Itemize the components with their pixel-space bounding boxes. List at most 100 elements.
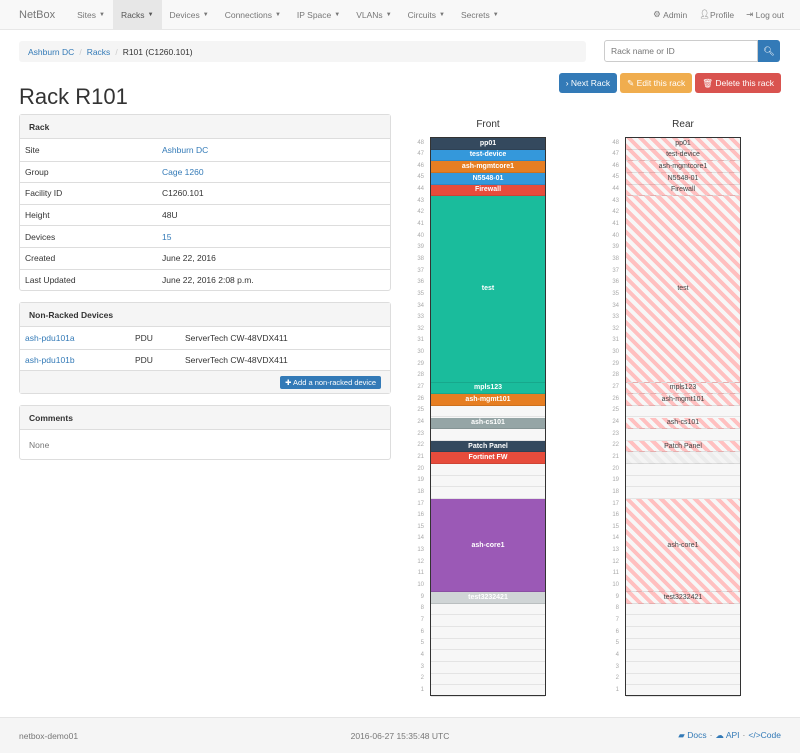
rack-device[interactable]: ash-core1 bbox=[431, 499, 545, 593]
rack-device[interactable]: test3232421 bbox=[431, 592, 545, 604]
rack-device[interactable]: ash-core1 bbox=[626, 499, 740, 593]
rack-unit-slot[interactable] bbox=[626, 429, 740, 441]
rack-unit-slot[interactable] bbox=[431, 674, 545, 686]
rack-unit-slot[interactable] bbox=[431, 429, 545, 441]
rack-device[interactable]: Fortinet FW bbox=[431, 452, 545, 465]
rack-device[interactable]: ash-cs101 bbox=[431, 417, 545, 430]
rack-device[interactable]: ash-mgmt101 bbox=[431, 394, 545, 406]
rack-device[interactable]: Patch Panel bbox=[626, 440, 740, 453]
attr-value[interactable]: 15 bbox=[162, 231, 172, 242]
rack-device[interactable]: ash-cs101 bbox=[626, 417, 740, 430]
rack-unit-slot[interactable] bbox=[626, 476, 740, 488]
profile-link[interactable]: 👤︎ Profile bbox=[693, 0, 740, 29]
api-link[interactable]: ☁ API bbox=[715, 730, 739, 741]
device-link[interactable]: ash-pdu101b bbox=[25, 354, 75, 365]
rack-unit-slot[interactable] bbox=[626, 627, 740, 639]
rack-unit-slot[interactable] bbox=[431, 487, 545, 500]
rack-device[interactable]: test bbox=[626, 196, 740, 383]
rack-unit-slot[interactable] bbox=[626, 650, 740, 663]
rack-unit-slot[interactable] bbox=[626, 406, 740, 418]
rack-device[interactable]: test-device bbox=[626, 149, 740, 162]
rack-unit-slot[interactable] bbox=[626, 604, 740, 616]
nav-devices[interactable]: Devices ▼ bbox=[162, 0, 217, 29]
nav-circuits[interactable]: Circuits ▼ bbox=[400, 0, 453, 29]
code-link[interactable]: </>Code bbox=[748, 730, 781, 741]
docs-link[interactable]: ▰ Docs bbox=[678, 730, 706, 741]
rack-device[interactable]: test3232421 bbox=[626, 592, 740, 604]
attr-value: June 22, 2016 bbox=[162, 253, 216, 264]
nav-connections[interactable]: Connections ▼ bbox=[217, 0, 289, 29]
non-racked-row: ash-pdu101b PDU ServerTech CW-48VDX411 bbox=[20, 348, 390, 371]
rack-unit-slot[interactable] bbox=[431, 650, 545, 663]
edit-rack-button[interactable]: ✎ Edit this rack bbox=[620, 73, 693, 93]
nav-sites[interactable]: Sites ▼ bbox=[69, 0, 113, 29]
brand-link[interactable]: NetBox bbox=[19, 8, 56, 21]
unit-number: 5 bbox=[420, 640, 424, 647]
rack-unit-slot[interactable] bbox=[626, 639, 740, 651]
breadcrumb: Ashburn DC / Racks / R101 (C1260.101) bbox=[19, 41, 586, 62]
rack-unit-slot[interactable] bbox=[431, 476, 545, 488]
rack-unit-slot[interactable] bbox=[431, 615, 545, 628]
rack-device[interactable]: N5548-01 bbox=[431, 172, 545, 185]
unit-number: 41 bbox=[612, 221, 619, 228]
unit-number: 20 bbox=[612, 465, 619, 472]
rack-device[interactable]: test bbox=[431, 196, 545, 383]
device-link[interactable]: ash-pdu101a bbox=[25, 332, 75, 343]
unit-number: 10 bbox=[612, 582, 619, 589]
rack-unit-slot[interactable] bbox=[626, 662, 740, 674]
attr-row-group: Group Cage 1260 bbox=[20, 160, 390, 183]
rack-device[interactable]: mpls123 bbox=[431, 382, 545, 395]
rack-device[interactable] bbox=[626, 452, 740, 465]
rack-unit-slot[interactable] bbox=[431, 662, 545, 674]
rack-device[interactable]: test-device bbox=[431, 149, 545, 162]
nav-secrets[interactable]: Secrets ▼ bbox=[453, 0, 507, 29]
cloud-icon: ☁ bbox=[715, 730, 726, 740]
caret-down-icon: ▼ bbox=[147, 11, 154, 18]
rack-unit-slot[interactable] bbox=[431, 406, 545, 418]
unit-number: 30 bbox=[612, 349, 619, 356]
nav-vlans[interactable]: VLANs ▼ bbox=[348, 0, 399, 29]
unit-number: 48 bbox=[417, 139, 424, 146]
rack-device[interactable]: ash-mgmtcore1 bbox=[626, 161, 740, 173]
unit-number: 7 bbox=[615, 616, 619, 623]
rack-unit-slot[interactable] bbox=[431, 627, 545, 639]
rack-device[interactable]: ash-mgmtcore1 bbox=[431, 161, 545, 173]
logout-link[interactable]: ⇥ Log out bbox=[740, 0, 790, 29]
search-button[interactable]: 🔍︎ bbox=[758, 40, 780, 62]
add-non-racked-device-button[interactable]: ✚ Add a non-racked device bbox=[280, 375, 381, 389]
rack-unit-slot[interactable] bbox=[431, 464, 545, 476]
rack-unit-slot[interactable] bbox=[431, 604, 545, 616]
rack-device[interactable]: pp01 bbox=[626, 138, 740, 150]
footer: netbox-demo01 2016-06-27 15:35:48 UTC ▰ … bbox=[0, 717, 800, 753]
admin-link[interactable]: ⚙ Admin bbox=[647, 0, 693, 29]
attr-value[interactable]: Ashburn DC bbox=[162, 144, 209, 155]
rack-device[interactable]: pp01 bbox=[431, 138, 545, 150]
nav-ip-space[interactable]: IP Space ▼ bbox=[289, 0, 348, 29]
rack-device[interactable]: Firewall bbox=[431, 184, 545, 197]
attr-value[interactable]: Cage 1260 bbox=[162, 166, 204, 177]
search-input[interactable] bbox=[604, 40, 758, 62]
device-role: PDU bbox=[135, 332, 153, 343]
delete-rack-button[interactable]: 🗑︎ Delete this rack bbox=[695, 73, 781, 93]
breadcrumb-site[interactable]: Ashburn DC bbox=[28, 46, 75, 57]
breadcrumb-racks[interactable]: Racks bbox=[86, 46, 111, 57]
nav-label: Circuits bbox=[407, 9, 436, 20]
rack-unit-slot[interactable] bbox=[626, 674, 740, 686]
rack-unit-slot[interactable] bbox=[626, 615, 740, 628]
attr-row-devices: Devices 15 bbox=[20, 225, 390, 247]
rack-unit-slot[interactable] bbox=[431, 685, 545, 697]
rack-unit-slot[interactable] bbox=[626, 487, 740, 500]
unit-number: 18 bbox=[417, 488, 424, 495]
nav-racks[interactable]: Racks ▼ bbox=[112, 0, 162, 29]
rack-device[interactable]: Patch Panel bbox=[431, 440, 545, 453]
next-rack-button[interactable]: › Next Rack bbox=[558, 73, 618, 93]
unit-number: 43 bbox=[417, 197, 424, 204]
rack-device[interactable]: mpls123 bbox=[626, 382, 740, 395]
rack-unit-slot[interactable] bbox=[626, 685, 740, 697]
attr-row-last-updated: Last Updated June 22, 2016 2:08 p.m. bbox=[20, 268, 390, 291]
rack-device[interactable]: N5548-01 bbox=[626, 172, 740, 185]
rack-device[interactable]: Firewall bbox=[626, 184, 740, 197]
rack-unit-slot[interactable] bbox=[626, 464, 740, 476]
rack-device[interactable]: ash-mgmt101 bbox=[626, 394, 740, 406]
rack-unit-slot[interactable] bbox=[431, 639, 545, 651]
